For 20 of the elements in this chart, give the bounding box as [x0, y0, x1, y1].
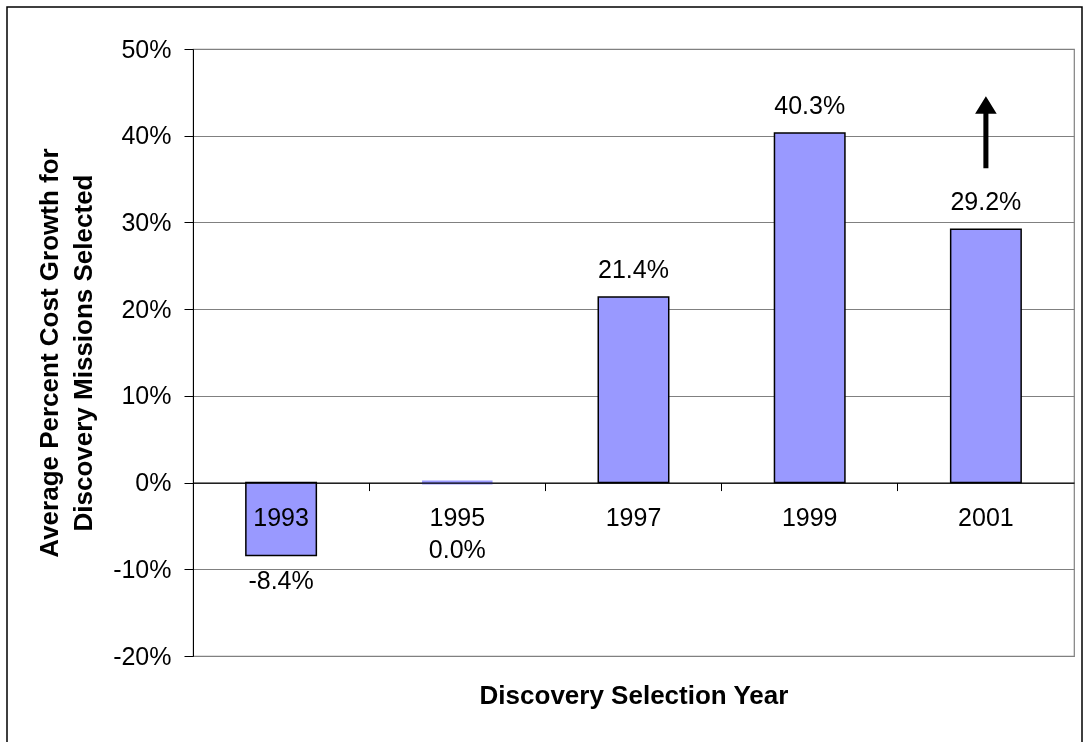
- data-label: -8.4%: [248, 566, 314, 595]
- y-axis-title: Average Percent Cost Growth for Discovery Missions Selected: [34, 148, 99, 558]
- data-label: 40.3%: [774, 91, 846, 120]
- data-label: 21.4%: [598, 255, 669, 283]
- data-label: 29.2%: [950, 187, 1022, 216]
- data-label: 0.0%: [428, 534, 486, 563]
- y-tick-label: 0%: [135, 468, 172, 497]
- x-axis-title: Discovery Selection Year: [479, 679, 789, 710]
- x-tick-label: 1997: [605, 503, 662, 532]
- y-tick-label: -10%: [113, 554, 172, 583]
- y-tick-label: 20%: [121, 294, 172, 323]
- y-tick-label: -20%: [113, 641, 172, 670]
- x-tick-label: 2001: [958, 503, 1014, 532]
- x-tick-label: 1993: [253, 503, 309, 532]
- x-tick-label: 1995: [429, 503, 486, 532]
- y-tick-label: 40%: [121, 121, 172, 150]
- y-tick-label: 10%: [121, 381, 172, 410]
- x-tick-label: 1999: [781, 503, 838, 532]
- y-tick-label: 30%: [121, 207, 172, 236]
- y-tick-label: 50%: [121, 34, 172, 63]
